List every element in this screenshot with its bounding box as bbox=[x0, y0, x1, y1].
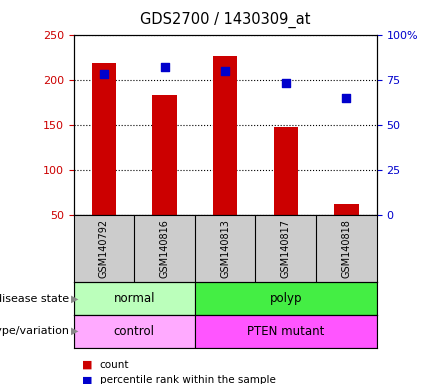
Bar bbox=[274, 127, 298, 215]
Text: ■: ■ bbox=[82, 360, 93, 370]
Text: count: count bbox=[100, 360, 129, 370]
Bar bbox=[74, 315, 195, 348]
Text: disease state: disease state bbox=[0, 293, 69, 304]
Bar bbox=[74, 282, 195, 315]
Text: control: control bbox=[114, 325, 155, 338]
Point bbox=[222, 68, 229, 74]
Text: GSM140813: GSM140813 bbox=[220, 219, 230, 278]
Point bbox=[161, 64, 168, 70]
Text: GSM140817: GSM140817 bbox=[281, 219, 291, 278]
Text: genotype/variation: genotype/variation bbox=[0, 326, 69, 336]
Bar bbox=[92, 63, 116, 215]
Bar bbox=[334, 204, 359, 215]
Text: ▶: ▶ bbox=[71, 326, 79, 336]
Point bbox=[343, 95, 350, 101]
Bar bbox=[195, 315, 377, 348]
Bar bbox=[195, 282, 377, 315]
Text: polyp: polyp bbox=[269, 292, 302, 305]
Text: GSM140792: GSM140792 bbox=[99, 219, 109, 278]
Text: PTEN mutant: PTEN mutant bbox=[247, 325, 324, 338]
Text: GSM140818: GSM140818 bbox=[341, 219, 352, 278]
Text: ■: ■ bbox=[82, 375, 93, 384]
Text: GDS2700 / 1430309_at: GDS2700 / 1430309_at bbox=[140, 12, 310, 28]
Bar bbox=[152, 95, 177, 215]
Text: normal: normal bbox=[113, 292, 155, 305]
Bar bbox=[213, 56, 237, 215]
Text: percentile rank within the sample: percentile rank within the sample bbox=[100, 375, 275, 384]
Point bbox=[100, 71, 107, 77]
Point bbox=[282, 80, 289, 86]
Text: GSM140816: GSM140816 bbox=[159, 219, 170, 278]
Text: ▶: ▶ bbox=[71, 293, 79, 304]
